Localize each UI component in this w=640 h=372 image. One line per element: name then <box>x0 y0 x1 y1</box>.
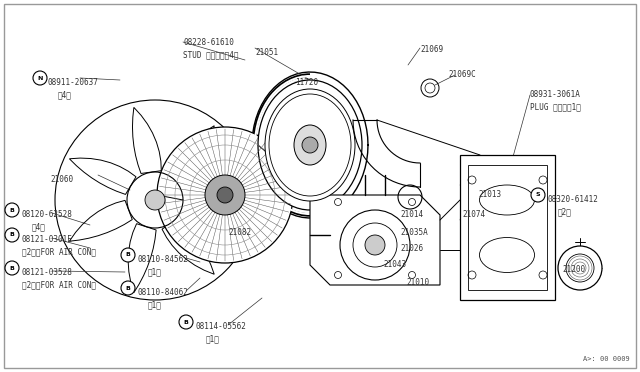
Text: PLUG プラグ（1）: PLUG プラグ（1） <box>530 102 581 111</box>
Text: 21069C: 21069C <box>448 70 476 79</box>
Ellipse shape <box>265 89 355 201</box>
Ellipse shape <box>258 80 362 210</box>
Circle shape <box>217 187 233 203</box>
Circle shape <box>5 228 19 242</box>
Text: S: S <box>536 192 540 198</box>
Text: （4）: （4） <box>58 90 72 99</box>
Circle shape <box>365 235 385 255</box>
Text: （1）: （1） <box>148 300 162 309</box>
Text: 21010: 21010 <box>406 278 429 287</box>
Text: B: B <box>125 285 131 291</box>
Circle shape <box>408 272 415 279</box>
Circle shape <box>5 203 19 217</box>
Text: 21014: 21014 <box>400 210 423 219</box>
Text: （2）: （2） <box>558 207 572 216</box>
Text: （4）: （4） <box>32 222 46 231</box>
Text: B: B <box>10 232 15 237</box>
Circle shape <box>302 137 318 153</box>
Circle shape <box>33 71 47 85</box>
Text: 08120-62528: 08120-62528 <box>22 210 73 219</box>
Text: 08110-84062: 08110-84062 <box>138 288 189 297</box>
Circle shape <box>205 175 245 215</box>
Text: B: B <box>125 253 131 257</box>
Text: A>: 00 0009: A>: 00 0009 <box>583 356 630 362</box>
Text: 21060: 21060 <box>50 175 73 184</box>
Text: 21035A: 21035A <box>400 228 428 237</box>
Text: 21200: 21200 <box>562 265 585 274</box>
Text: （2）（FOR AIR CON）: （2）（FOR AIR CON） <box>22 280 96 289</box>
Text: 21051: 21051 <box>255 48 278 57</box>
Circle shape <box>408 199 415 205</box>
Text: 08931-3061A: 08931-3061A <box>530 90 581 99</box>
Text: 08121-03528: 08121-03528 <box>22 268 73 277</box>
Circle shape <box>145 190 165 210</box>
Text: （1）: （1） <box>148 267 162 276</box>
Circle shape <box>179 315 193 329</box>
Text: N: N <box>37 76 43 80</box>
Text: B: B <box>184 320 188 324</box>
Ellipse shape <box>294 125 326 165</box>
Text: 21074: 21074 <box>462 210 485 219</box>
Circle shape <box>531 188 545 202</box>
Text: 08114-05562: 08114-05562 <box>196 322 247 331</box>
Text: 21013: 21013 <box>478 190 501 199</box>
Circle shape <box>157 127 293 263</box>
Text: （1）: （1） <box>206 334 220 343</box>
Text: STUD スタック（4）: STUD スタック（4） <box>183 50 239 59</box>
Ellipse shape <box>269 94 351 196</box>
Text: B: B <box>10 208 15 212</box>
Text: 08121-0301E: 08121-0301E <box>22 235 73 244</box>
Text: 08320-61412: 08320-61412 <box>548 195 599 204</box>
Circle shape <box>121 248 135 262</box>
Text: （2）（FOR AIR CON）: （2）（FOR AIR CON） <box>22 247 96 256</box>
Text: 21043: 21043 <box>383 260 406 269</box>
Text: 08110-84562: 08110-84562 <box>138 255 189 264</box>
Bar <box>468 165 547 290</box>
Circle shape <box>558 246 602 290</box>
Circle shape <box>335 272 342 279</box>
Text: 21069: 21069 <box>420 45 443 54</box>
Circle shape <box>335 199 342 205</box>
Bar <box>460 155 555 300</box>
Text: 21026: 21026 <box>400 244 423 253</box>
Circle shape <box>5 261 19 275</box>
Text: 08911-20637: 08911-20637 <box>48 78 99 87</box>
Text: 11720: 11720 <box>295 78 318 87</box>
Polygon shape <box>310 195 440 285</box>
Text: B: B <box>10 266 15 270</box>
Text: 08228-61610: 08228-61610 <box>183 38 234 47</box>
Text: 21082: 21082 <box>228 228 251 237</box>
Circle shape <box>121 281 135 295</box>
